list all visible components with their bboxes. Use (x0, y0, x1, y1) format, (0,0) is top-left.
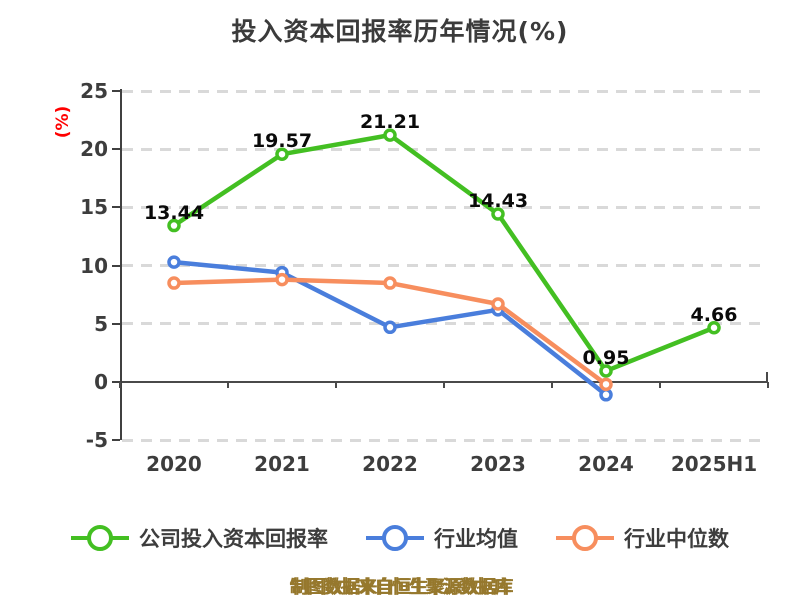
legend-item-2: 行业中位数 (556, 523, 729, 553)
y-tick-mark (112, 439, 120, 442)
gridline-y-20 (122, 147, 768, 151)
legend-label: 行业中位数 (624, 527, 729, 551)
gridline-y-10 (122, 264, 768, 268)
y-tick-label: 15 (80, 195, 108, 220)
chart-title: 投入资本回报率历年情况(%) (231, 17, 569, 46)
data-value-label: 21.21 (359, 111, 421, 134)
y-tick-label: 25 (80, 79, 108, 103)
gridline-y-25 (122, 89, 768, 93)
y-tick-mark (112, 90, 120, 92)
legend-label: 行业均值 (434, 527, 518, 551)
legend-marker-icon (71, 524, 129, 552)
x-tick-label-2024: 2024 (578, 452, 634, 476)
y-tick-mark (112, 322, 120, 325)
y-tick-label: -5 (85, 428, 108, 453)
y-tick-mark (112, 264, 120, 267)
data-point (383, 320, 397, 335)
x-tick-mark (119, 382, 121, 388)
series-line-0 (171, 132, 717, 374)
legend-marker-icon (556, 524, 614, 552)
y-tick-label: 20 (80, 137, 108, 162)
x-tick-mark (443, 382, 445, 388)
data-point (599, 388, 613, 402)
data-point (275, 147, 289, 161)
y-axis-line (120, 89, 122, 441)
legend-dot (87, 525, 113, 551)
y-tick-mark (112, 381, 120, 383)
gridline-y--5 (122, 438, 768, 442)
legend-item-1: 行业均值 (366, 523, 518, 553)
legend-label: 公司投入资本回报率 (139, 527, 328, 551)
x-tick-label-2020: 2020 (146, 452, 202, 476)
data-point (167, 218, 181, 233)
legend-dot (382, 525, 408, 551)
data-value-label: 13.44 (143, 201, 205, 224)
data-point (707, 321, 721, 335)
x-tick-mark (767, 382, 769, 388)
y-tick-label: 0 (94, 370, 108, 394)
y-tick-mark (112, 148, 120, 151)
data-point (167, 255, 181, 269)
x-tick-label-2021: 2021 (254, 452, 310, 476)
x-tick-mark (335, 382, 337, 388)
legend-item-0: 公司投入资本回报率 (71, 523, 328, 553)
data-point (275, 272, 289, 287)
x-axis-end-cap (766, 372, 768, 382)
y-tick-label: 10 (80, 253, 108, 278)
data-value-label: 19.57 (251, 130, 313, 153)
x-tick-label-2022: 2022 (362, 452, 418, 476)
data-point (491, 207, 505, 221)
data-value-label: 14.43 (467, 190, 529, 213)
x-tick-mark (551, 382, 553, 388)
legend-dot (572, 525, 598, 551)
data-point (383, 128, 397, 142)
x-tick-mark (227, 382, 229, 388)
data-source-caption: 制图数据来自恒生聚源数据库 (289, 577, 512, 598)
y-tick-label: 5 (94, 311, 108, 336)
legend: 公司投入资本回报率 行业均值 行业中位数 (0, 518, 800, 558)
data-value-label: 4.66 (690, 303, 738, 326)
data-point (599, 364, 613, 378)
data-point (599, 377, 613, 392)
data-point (491, 297, 505, 311)
y-tick-mark (112, 206, 120, 209)
data-point (383, 276, 397, 290)
x-tick-label-2025H1: 2025H1 (670, 452, 758, 476)
legend-marker-icon (366, 524, 424, 552)
data-value-label: 0.95 (582, 346, 630, 369)
x-tick-mark (659, 382, 661, 388)
data-point (167, 276, 181, 290)
gridline-y-15 (122, 205, 768, 209)
x-tick-label-2023: 2023 (470, 452, 526, 476)
gridline-y-5 (122, 322, 768, 326)
